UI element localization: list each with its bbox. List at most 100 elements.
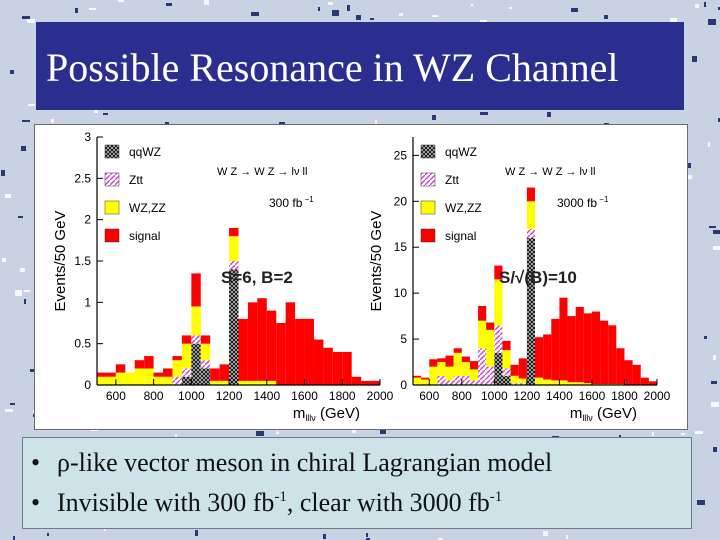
bar-signal bbox=[361, 380, 371, 385]
background-speck bbox=[704, 2, 706, 7]
background-speck bbox=[251, 12, 259, 16]
bar-signal bbox=[115, 364, 126, 373]
background-speck bbox=[432, 115, 436, 120]
bar-WZZZ bbox=[238, 380, 248, 385]
bar-signal bbox=[469, 361, 479, 370]
background-speck bbox=[356, 15, 361, 20]
background-speck bbox=[5, 409, 13, 412]
bar-WZZZ bbox=[144, 368, 154, 385]
bar-Ztt bbox=[494, 325, 503, 353]
x-tick-label: 1800 bbox=[329, 389, 356, 403]
bar-WZZZ bbox=[535, 377, 544, 385]
background-speck bbox=[711, 402, 719, 407]
bar-signal bbox=[429, 359, 438, 367]
bar-signal bbox=[370, 380, 380, 385]
x-tick-label: 1400 bbox=[546, 389, 573, 403]
background-speck bbox=[681, 433, 685, 435]
background-speck bbox=[47, 533, 49, 536]
background-speck bbox=[697, 500, 705, 505]
background-speck bbox=[543, 531, 548, 536]
legend-swatch-WZZZ bbox=[104, 200, 120, 215]
bar-WZZZ bbox=[257, 380, 267, 385]
legend-swatch-WZZZ bbox=[420, 200, 436, 215]
background-speck bbox=[22, 120, 30, 122]
process-label: W Z → W Z → lν ll bbox=[217, 166, 307, 178]
bar-Ztt bbox=[469, 380, 479, 385]
x-tick-label: 1000 bbox=[481, 389, 508, 403]
bar-WZZZ bbox=[469, 369, 479, 381]
bar-WZZZ bbox=[453, 352, 462, 376]
x-axis-label-main: m bbox=[293, 405, 306, 422]
background-speck bbox=[480, 112, 488, 115]
background-speck bbox=[166, 3, 172, 6]
background-speck bbox=[24, 290, 30, 292]
y-tick-label: 2.5 bbox=[74, 171, 91, 185]
bar-WZZZ bbox=[518, 378, 527, 384]
bar-WZZZ bbox=[219, 380, 230, 385]
bar-Ztt bbox=[461, 375, 470, 385]
significance-annotation: S=6, B=2 bbox=[221, 268, 293, 287]
bar-signal bbox=[600, 320, 609, 385]
luminosity-label: 300 fb −1 bbox=[269, 195, 314, 210]
bar-signal bbox=[518, 358, 527, 379]
bar-WZZZ bbox=[543, 379, 552, 385]
bar-WZZZ bbox=[210, 380, 220, 385]
bullet-sup-2: -1 bbox=[489, 489, 503, 505]
bar-signal bbox=[591, 311, 601, 385]
bar-signal bbox=[510, 364, 519, 376]
legend-label: Ztt bbox=[445, 173, 460, 187]
bar-signal bbox=[97, 372, 107, 377]
bar-signal bbox=[526, 187, 535, 202]
bar-WZZZ bbox=[494, 279, 503, 326]
background-speck bbox=[195, 530, 198, 536]
y-tick-label: 2 bbox=[84, 213, 91, 227]
background-speck bbox=[13, 536, 15, 540]
y-tick-label: 0 bbox=[84, 378, 91, 392]
y-tick-label: 0 bbox=[400, 378, 407, 392]
bar-signal bbox=[551, 318, 560, 381]
bar-signal bbox=[229, 227, 239, 237]
background-speck bbox=[175, 434, 177, 437]
background-speck bbox=[604, 15, 608, 19]
background-speck bbox=[566, 535, 568, 539]
background-speck bbox=[28, 104, 35, 106]
background-speck bbox=[438, 538, 443, 540]
background-speck bbox=[75, 8, 78, 13]
bar-signal bbox=[342, 351, 352, 385]
bar-WZZZ bbox=[575, 382, 584, 385]
legend-label: WZ,ZZ bbox=[129, 201, 166, 215]
background-speck bbox=[692, 56, 697, 62]
bar-Ztt bbox=[502, 368, 511, 376]
background-speck bbox=[708, 142, 710, 147]
background-speck bbox=[10, 403, 15, 405]
bullet-text-1: ρ-like vector meson in chiral Lagrangian… bbox=[57, 448, 553, 477]
bar-signal bbox=[567, 316, 576, 383]
bar-signal bbox=[172, 356, 182, 361]
bar-signal bbox=[543, 334, 552, 380]
bar-signal bbox=[257, 298, 267, 381]
bar-WZZZ bbox=[229, 236, 239, 261]
background-speck bbox=[2, 258, 6, 262]
background-speck bbox=[347, 5, 350, 11]
bar-qqWZ bbox=[200, 368, 211, 385]
x-tick-label: 2000 bbox=[644, 389, 671, 403]
legend-label: qqWZ bbox=[445, 145, 477, 159]
bullet-text-2a: Invisible with 300 fb bbox=[57, 488, 275, 517]
background-speck bbox=[18, 216, 23, 218]
legend-label: Ztt bbox=[129, 173, 144, 187]
bar-signal bbox=[304, 318, 314, 385]
bar-WZZZ bbox=[191, 306, 201, 336]
legend-label: signal bbox=[445, 229, 476, 243]
bar-WZZZ bbox=[437, 362, 446, 376]
bar-WZZZ bbox=[551, 380, 560, 385]
x-tick-label: 1000 bbox=[178, 389, 205, 403]
bar-Ztt bbox=[191, 335, 201, 344]
bar-WZZZ bbox=[526, 201, 535, 229]
bar-WZZZ bbox=[502, 350, 511, 369]
background-speck bbox=[471, 4, 473, 6]
bar-signal bbox=[445, 355, 454, 367]
background-speck bbox=[24, 299, 26, 304]
bar-signal bbox=[332, 351, 343, 385]
background-speck bbox=[571, 8, 578, 12]
bar-signal bbox=[648, 381, 657, 385]
